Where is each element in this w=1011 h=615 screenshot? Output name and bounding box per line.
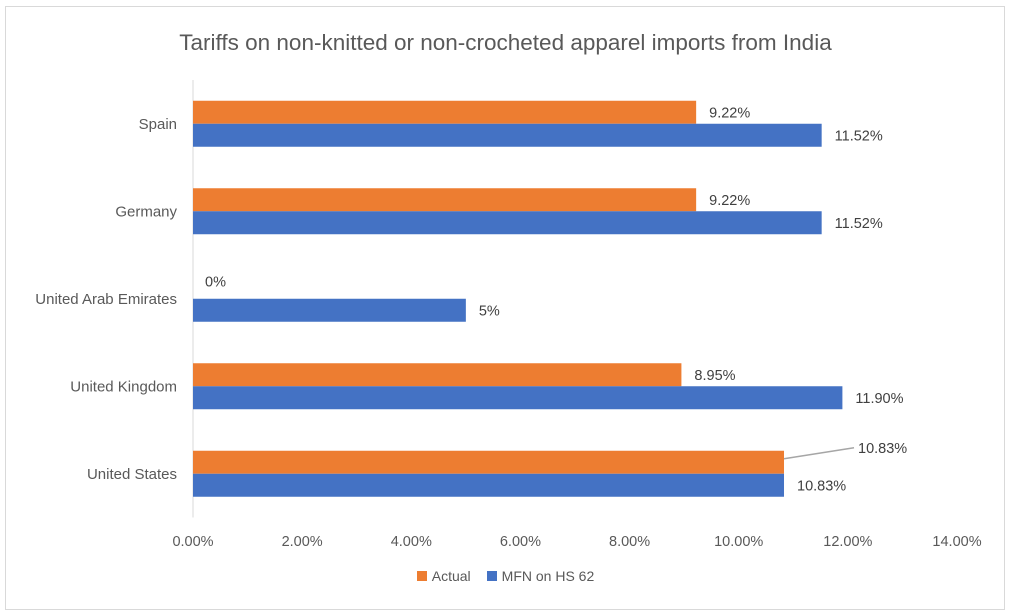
bar-actual — [193, 188, 697, 212]
data-label-mfn: 5% — [479, 303, 500, 319]
bar-actual — [193, 450, 785, 474]
legend-label-mfn: MFN on HS 62 — [501, 568, 595, 584]
data-label-actual: 10.83% — [858, 441, 907, 457]
category-label: Spain — [139, 116, 177, 133]
category-label: Germany — [115, 203, 177, 220]
x-tick-label: 6.00% — [500, 534, 541, 550]
data-label-leader — [783, 447, 855, 460]
data-label-mfn: 11.90% — [855, 391, 903, 407]
data-label-mfn: 11.52% — [835, 216, 883, 232]
data-label-mfn: 10.83% — [797, 478, 846, 494]
data-label-actual: 8.95% — [694, 368, 735, 384]
category-label: United Arab Emirates — [35, 291, 177, 308]
chart-title: Tariffs on non-knitted or non-crocheted … — [179, 30, 832, 55]
x-tick-label: 4.00% — [391, 534, 432, 550]
data-label-actual: 0% — [205, 274, 226, 290]
bar-actual — [193, 363, 682, 387]
legend: Actual MFN on HS 62 — [0, 568, 1011, 584]
bar-mfn — [193, 211, 822, 235]
category-label: United Kingdom — [70, 378, 177, 395]
x-tick-label: 2.00% — [282, 534, 323, 550]
bar-mfn — [193, 473, 785, 497]
bar-mfn — [193, 386, 843, 410]
legend-item-mfn: MFN on HS 62 — [486, 568, 595, 584]
category-label: United States — [87, 466, 177, 483]
legend-swatch-actual — [416, 571, 427, 581]
legend-item-actual: Actual — [416, 568, 471, 584]
data-label-actual: 9.22% — [709, 105, 750, 121]
x-tick-label: 14.00% — [932, 534, 981, 550]
x-tick-label: 10.00% — [714, 534, 763, 550]
x-tick-label: 0.00% — [172, 534, 213, 550]
data-label-actual: 9.22% — [709, 193, 750, 209]
data-label-mfn: 11.52% — [835, 128, 883, 144]
legend-label-actual: Actual — [431, 568, 471, 584]
x-tick-label: 8.00% — [609, 534, 650, 550]
legend-swatch-mfn — [486, 571, 497, 581]
x-tick-label: 12.00% — [823, 534, 872, 550]
bar-actual — [193, 100, 697, 124]
bar-mfn — [193, 123, 822, 147]
bar-mfn — [193, 298, 466, 322]
